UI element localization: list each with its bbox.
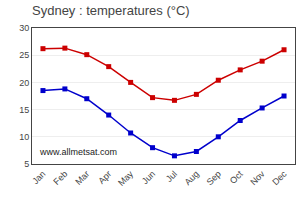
svg-text:15: 15 [19,105,29,115]
svg-text:Jul: Jul [164,169,179,184]
svg-text:Feb: Feb [51,169,69,187]
svg-text:30: 30 [19,23,29,33]
svg-text:Sep: Sep [204,169,222,187]
svg-text:Nov: Nov [248,168,267,187]
svg-text:Oct: Oct [228,168,245,185]
svg-text:25: 25 [19,50,29,60]
svg-text:Jan: Jan [30,169,47,186]
svg-text:5: 5 [24,159,29,169]
svg-text:10: 10 [19,132,29,142]
svg-text:Apr: Apr [96,169,113,186]
svg-text:Aug: Aug [183,169,201,187]
svg-text:Dec: Dec [270,168,289,187]
svg-text:Jun: Jun [140,169,157,186]
svg-text:Sydney : temperatures (°C): Sydney : temperatures (°C) [32,3,190,18]
svg-text:20: 20 [19,78,29,88]
svg-text:Mar: Mar [73,169,91,187]
svg-text:May: May [116,168,135,187]
svg-text:www.allmetsat.com: www.allmetsat.com [39,147,117,157]
